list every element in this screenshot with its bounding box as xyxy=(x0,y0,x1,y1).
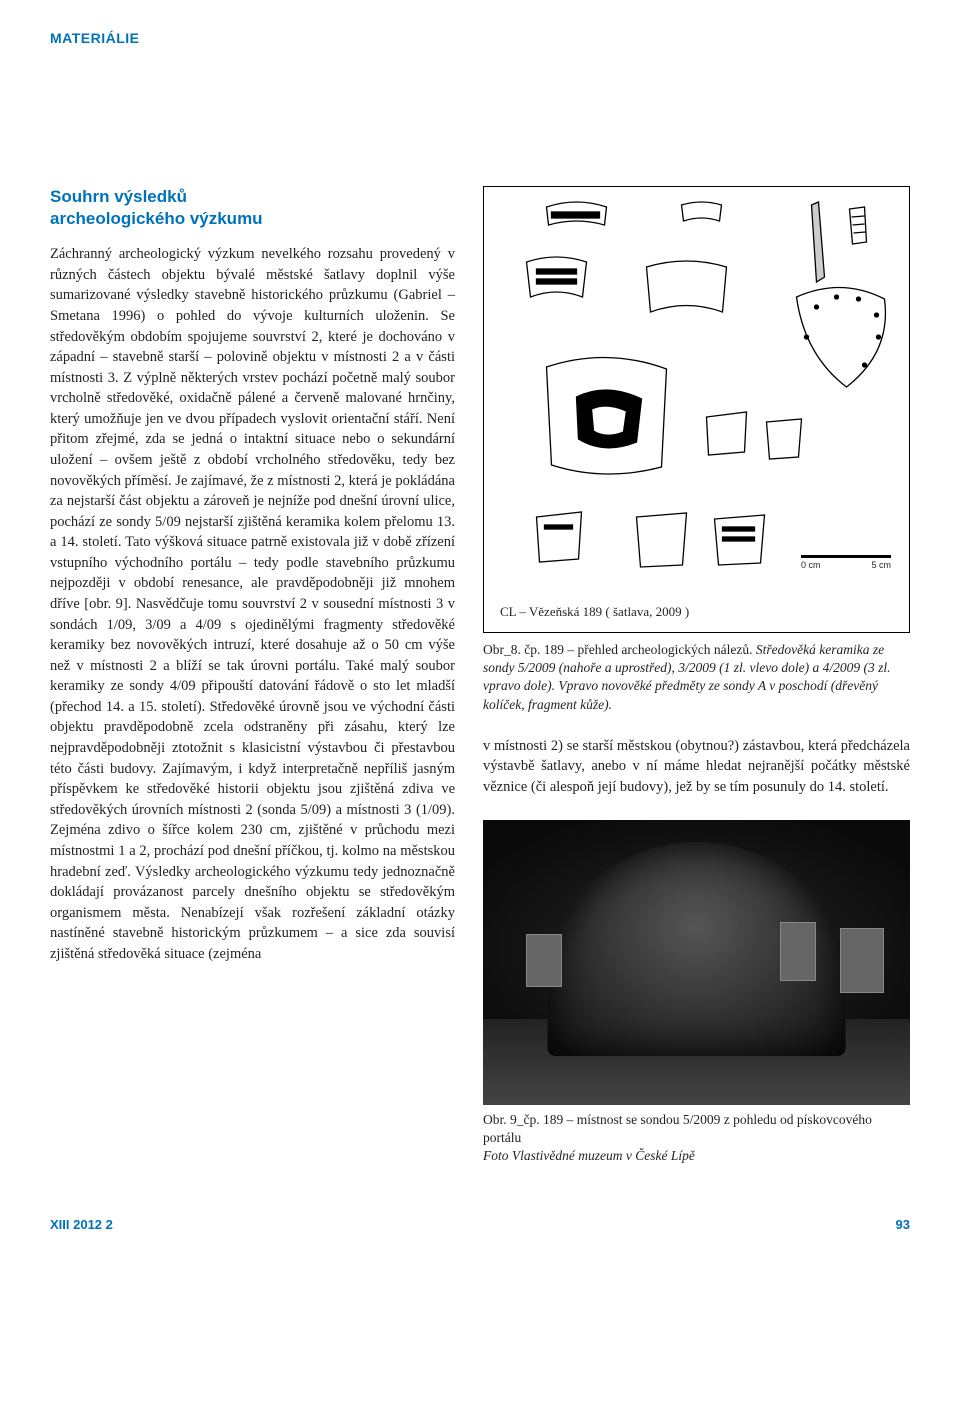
footer-page-number: 93 xyxy=(896,1217,910,1232)
figure-bottom-caption: Obr. 9_čp. 189 – místnost se sondou 5/20… xyxy=(483,1111,910,1166)
figure-top-caption: Obr_8. čp. 189 – přehled archeologických… xyxy=(483,641,910,714)
caption-bottom-head: Obr. 9_čp. 189 – místnost se sondou 5/20… xyxy=(483,1112,872,1145)
page-footer: XIII 2012 2 93 xyxy=(50,1217,910,1232)
figure-archaeological-drawings: 0 cm 5 cm CL – Vězeňská 189 ( šatlava, 2… xyxy=(483,186,910,633)
title-line2: archeologického výzkumu xyxy=(50,209,263,228)
scale-right: 5 cm xyxy=(871,560,891,570)
caption-head: Obr_8. čp. 189 – přehled archeologických… xyxy=(483,642,753,657)
handwritten-label: CL – Vězeňská 189 ( šatlava, 2009 ) xyxy=(500,604,689,620)
figure-photo-vault xyxy=(483,820,910,1105)
two-column-layout: Souhrn výsledků archeologického výzkumu … xyxy=(50,186,910,1187)
body-text-left: Záchranný archeologický výzkum nevelkého… xyxy=(50,244,455,964)
footer-issue: XIII 2012 2 xyxy=(50,1217,113,1232)
left-column: Souhrn výsledků archeologického výzkumu … xyxy=(50,186,455,1187)
caption-credit: Foto Vlastivědné muzeum v České Lípě xyxy=(483,1148,695,1163)
section-title: Souhrn výsledků archeologického výzkumu xyxy=(50,186,455,230)
scale-left: 0 cm xyxy=(801,560,821,570)
right-column: 0 cm 5 cm CL – Vězeňská 189 ( šatlava, 2… xyxy=(483,186,910,1187)
title-line1: Souhrn výsledků xyxy=(50,187,187,206)
body-text-right: v místnosti 2) se starší městskou (obytn… xyxy=(483,736,910,798)
section-header: MATERIÁLIE xyxy=(50,30,910,46)
scale-bar: 0 cm 5 cm xyxy=(801,553,891,570)
